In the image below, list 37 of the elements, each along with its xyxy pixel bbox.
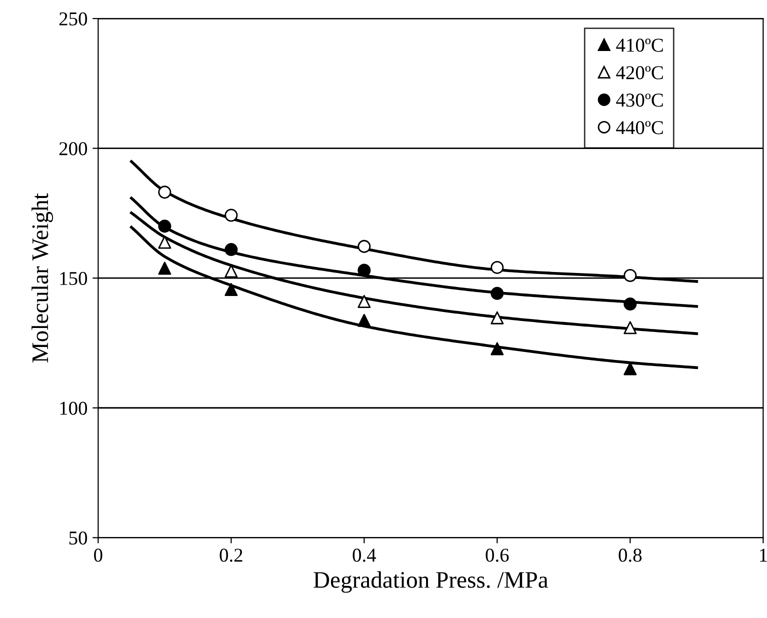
y-tick-label: 150	[60, 272, 88, 286]
point	[624, 321, 637, 334]
point	[224, 264, 238, 278]
point	[158, 186, 172, 199]
point	[624, 362, 637, 376]
y-tick-label: 100	[60, 402, 88, 415]
point	[358, 264, 371, 277]
y-tick-label: 50	[69, 531, 88, 545]
point	[490, 311, 504, 324]
point	[624, 269, 637, 282]
x-tick-label: 0.4	[352, 548, 376, 562]
point	[224, 283, 238, 296]
legend-label: 430ºC	[616, 94, 663, 107]
point	[224, 208, 238, 222]
x-axis-title: Degradation Press. /MPa	[314, 571, 548, 593]
y-tick-label: 200	[59, 142, 88, 156]
y-tick-label: 250	[59, 12, 88, 26]
point	[158, 236, 172, 249]
x-tick-label: 0.8	[618, 548, 642, 562]
point	[490, 286, 504, 300]
x-tick-label: 0.6	[486, 548, 509, 562]
point	[490, 342, 504, 356]
point	[158, 262, 172, 275]
x-tick-label: 0.2	[220, 548, 242, 562]
legend-label: 410ºC	[616, 38, 663, 52]
x-tick-label: 0	[94, 548, 102, 562]
point	[224, 243, 238, 256]
legend-label: 440ºC	[616, 121, 663, 134]
point	[358, 240, 371, 253]
x-tick-label: 1	[760, 548, 767, 562]
point	[624, 298, 637, 311]
point	[158, 220, 172, 233]
point	[490, 260, 504, 274]
point	[358, 294, 371, 308]
point	[358, 314, 371, 327]
legend-label: 420ºC	[616, 66, 663, 80]
y-axis-title: Molecular Weight	[32, 193, 54, 362]
